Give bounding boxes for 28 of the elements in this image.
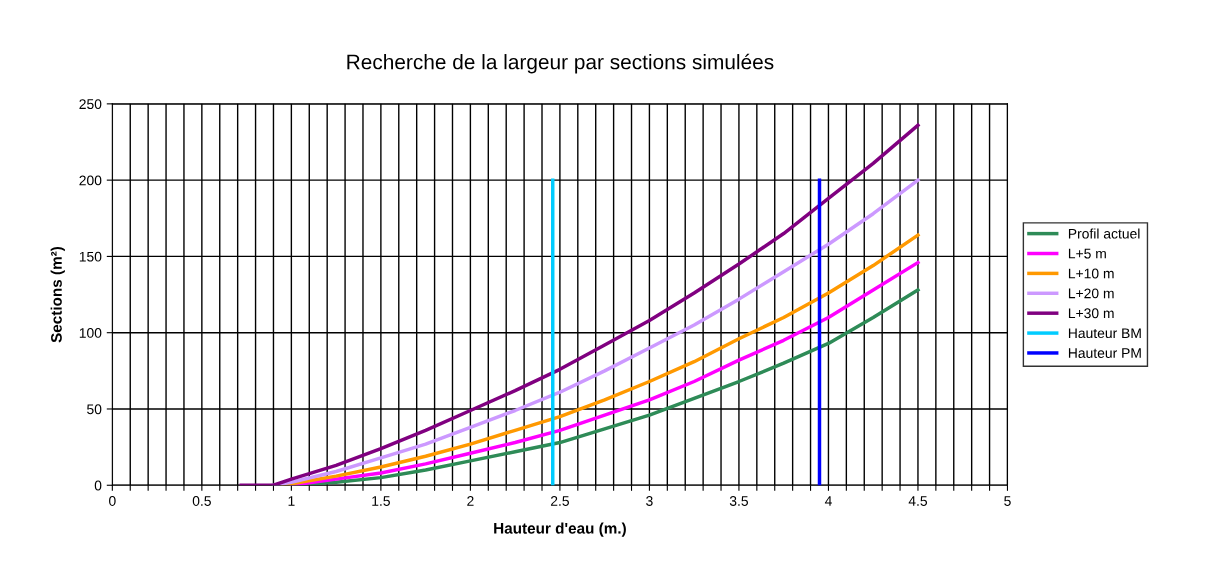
x-tick-label: 1.5 [372,496,390,506]
x-tick-label: 4 [824,496,832,506]
legend-label: L+20 m [1068,288,1114,299]
legend-label: L+30 m [1068,308,1114,319]
legend-label: Hauteur PM [1068,348,1141,358]
chart-title: Recherche de la largeur par sections simulées [347,53,774,74]
legend-label: Profil actuel [1068,228,1140,239]
x-tick-label: 0.5 [192,496,211,506]
y-tick-label: 250 [79,99,102,110]
x-axis-title: Hauteur d'eau (m.) [494,522,626,537]
y-tick-label: 0 [94,480,102,491]
y-tick-label: 100 [79,328,102,338]
y-tick-label: 200 [79,175,102,186]
legend-label: L+5 m [1068,248,1106,259]
x-tick-label: 5 [1004,496,1011,506]
x-tick-label: 2 [467,496,474,506]
line-series [239,123,920,486]
x-tick-label: 1 [288,496,295,506]
x-tick-label: 2.5 [550,496,569,506]
y-axis-title: Sections (m²) [50,246,65,343]
x-tick-label: 4.5 [908,496,928,506]
x-tick-label: 3.5 [729,496,749,506]
x-tick-label: 3 [646,496,653,506]
legend-label: L+10 m [1068,268,1114,279]
y-tick-label: 50 [87,404,102,415]
legend-label: Hauteur BM [1068,328,1141,339]
x-tick-label: 0 [109,496,116,506]
y-tick-label: 150 [79,251,102,262]
